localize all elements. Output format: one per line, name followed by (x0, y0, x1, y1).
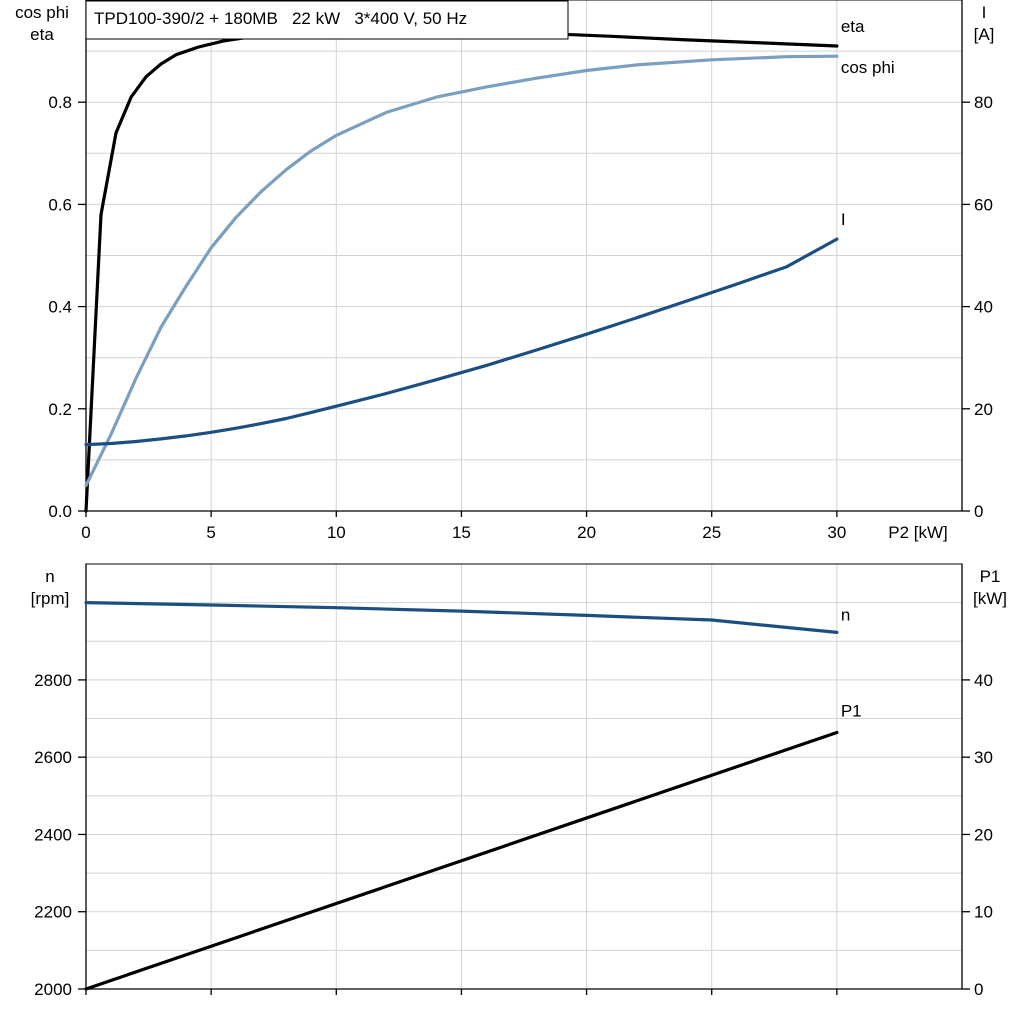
right-tick-label: 0 (974, 502, 983, 521)
left-axis-title-line2: [rpm] (31, 589, 70, 608)
left-tick-label: 0.4 (48, 298, 72, 317)
right-axis-title-line1: P1 (980, 567, 1001, 586)
series-line-i (84, 237, 839, 447)
x-tick-label: 25 (702, 523, 721, 542)
title-frame (85, 0, 569, 40)
left-axis-title-line1: n (45, 567, 54, 586)
series-label-cos-phi: cos phi (841, 58, 895, 77)
right-tick-label: 40 (974, 671, 993, 690)
left-tick-label: 2400 (34, 825, 72, 844)
chart-title: TPD100-390/2 + 180MB 22 kW 3*400 V, 50 H… (94, 9, 467, 28)
bottom-grid (86, 563, 962, 989)
bottom-panel: 2000 2200 2400 2600 2800 0 10 20 30 40 n P1 (34, 563, 993, 999)
series-line-cos-phi (84, 54, 839, 487)
right-tick-label: 60 (974, 195, 993, 214)
x-tick-label: 5 (206, 523, 215, 542)
series-label-eta: eta (841, 17, 865, 36)
x-axis-title: P2 [kW] (888, 523, 948, 542)
right-tick-label: 20 (974, 825, 993, 844)
series-label-p1: P1 (841, 701, 862, 720)
x-tick-label: 30 (827, 523, 846, 542)
bottom-series (84, 601, 839, 991)
top-right-axis-title: I [A] (974, 3, 995, 44)
x-tick-label: 10 (327, 523, 346, 542)
left-tick-label: 2800 (34, 671, 72, 690)
left-axis-title-line2: eta (30, 25, 54, 44)
right-tick-label: 40 (974, 298, 993, 317)
right-axis-title-line1: I (982, 3, 987, 22)
x-tick-label: 15 (452, 523, 471, 542)
top-series-labels: eta cos phi I (841, 17, 895, 229)
x-tick-label: 20 (577, 523, 596, 542)
series-line-p1 (84, 730, 839, 991)
left-tick-label: 2600 (34, 748, 72, 767)
series-label-i: I (841, 210, 846, 229)
left-axis-title-line1: cos phi (15, 3, 69, 22)
left-tick-label: 2000 (34, 980, 72, 999)
left-tick-label: 0.6 (48, 195, 72, 214)
right-axis-title-line2: [A] (974, 25, 995, 44)
series-label-n: n (841, 605, 850, 624)
x-tick-label: 0 (81, 523, 90, 542)
right-tick-label: 10 (974, 903, 993, 922)
left-tick-label: 0.8 (48, 93, 72, 112)
top-axes: 0.0 0.2 0.4 0.6 0.8 0 20 40 60 80 0 5 10 15 20 25 30 (48, 0, 993, 542)
right-tick-label: 0 (974, 980, 983, 999)
left-tick-label: 0.2 (48, 400, 72, 419)
top-left-axis-title: cos phi eta (15, 3, 69, 44)
bottom-axes: 2000 2200 2400 2600 2800 0 10 20 30 40 (34, 564, 993, 999)
right-axis-title-line2: [kW] (973, 589, 1007, 608)
right-tick-label: 80 (974, 93, 993, 112)
bottom-right-axis-title: P1 [kW] (973, 567, 1007, 608)
right-tick-label: 20 (974, 400, 993, 419)
top-grid (86, 0, 962, 511)
right-tick-label: 30 (974, 748, 993, 767)
left-tick-label: 0.0 (48, 502, 72, 521)
chart-title-box: TPD100-390/2 + 180MB 22 kW 3*400 V, 50 H… (85, 0, 569, 40)
left-tick-label: 2200 (34, 903, 72, 922)
series-line-n (84, 601, 839, 634)
bottom-left-axis-title: n [rpm] (31, 567, 70, 608)
bottom-series-labels: n P1 (841, 605, 862, 720)
